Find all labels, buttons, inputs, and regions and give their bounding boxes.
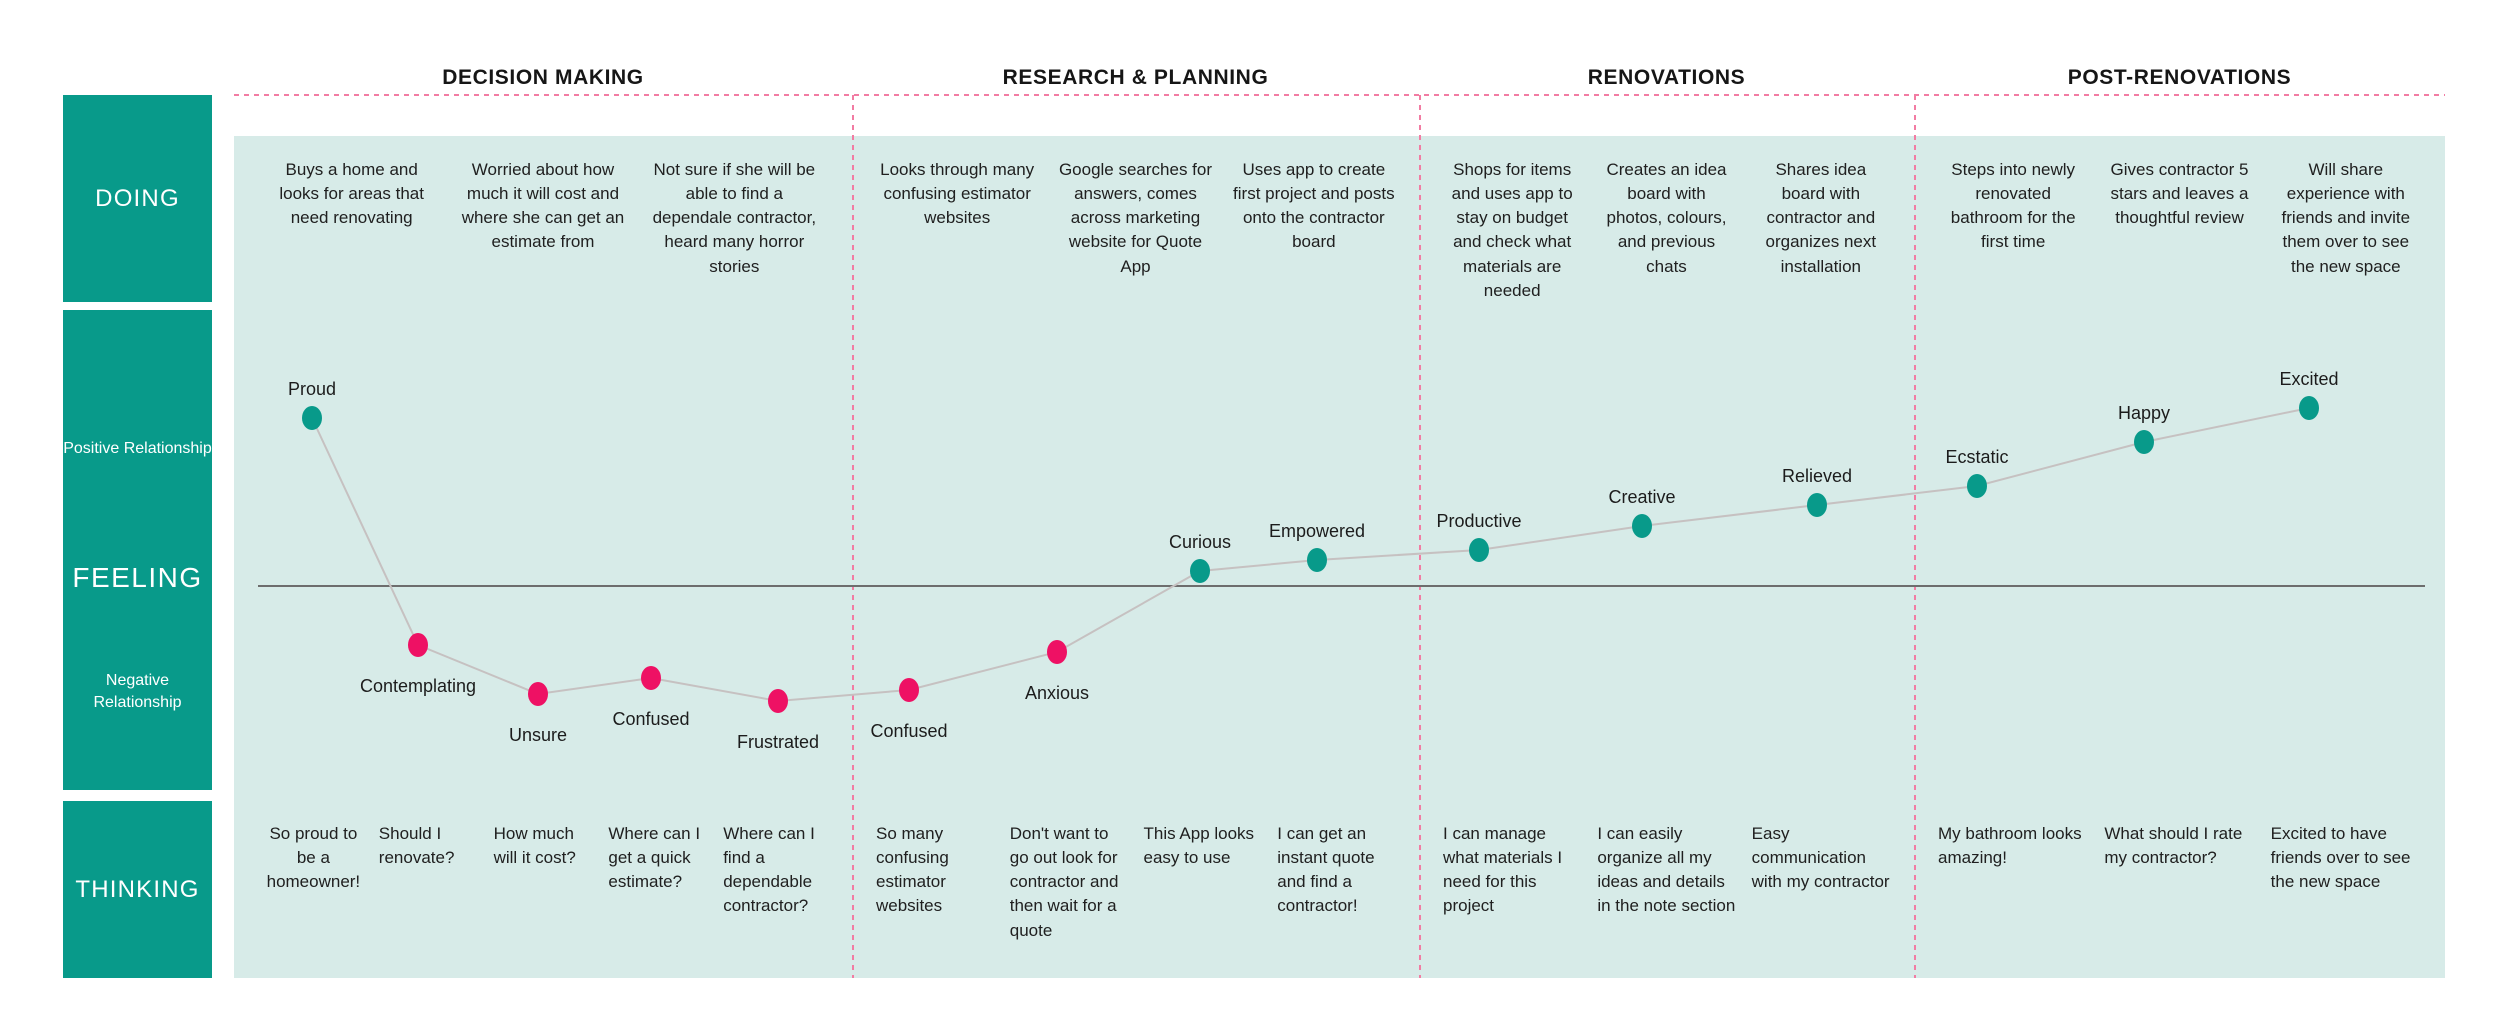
phase-header-divider-line	[234, 94, 2445, 96]
phase-divider-2	[1419, 95, 1421, 978]
emotion-point	[899, 678, 919, 702]
doing-cell: Uses app to create first project and pos…	[1233, 160, 1395, 252]
chart-background	[234, 136, 2445, 978]
row-label-thinking: THINKING	[63, 801, 212, 978]
thinking-cells-renovations: I can manage what materials I need for t…	[1443, 822, 1890, 919]
thinking-cell: I can easily organize all my ideas and d…	[1597, 824, 1736, 916]
emotion-label: Proud	[288, 379, 336, 399]
emotion-label: Happy	[2118, 403, 2170, 423]
doing-label: DOING	[95, 184, 180, 212]
emotion-point	[2299, 396, 2319, 420]
doing-cell: Steps into newly renovated bathroom for …	[1950, 160, 2076, 252]
doing-cell: Shares idea board with contractor and or…	[1765, 160, 1877, 276]
doing-cells-renovations: Shops for items and uses app to stay on …	[1443, 158, 1890, 303]
emotion-point	[768, 689, 788, 713]
thinking-cells-decision-making: So proud to be a homeowner! Should I ren…	[264, 822, 822, 919]
feeling-curve-chart: Proud Contemplating Unsure Confused Frustrat…	[258, 369, 2425, 752]
emotion-point	[302, 406, 322, 430]
emotion-label: Ecstatic	[1945, 447, 2008, 467]
thinking-cell: How much will it cost?	[493, 824, 576, 868]
emotion-point	[1047, 640, 1067, 664]
phase-header-post-renovations: POST-RENOVATIONS	[2067, 66, 2292, 89]
emotion-label: Excited	[2279, 369, 2338, 389]
phase-divider-3	[1914, 95, 1916, 978]
thinking-cells-post-renovations: My bathroom looks amazing! What should I…	[1938, 822, 2421, 894]
doing-cells-post-renovations: Steps into newly renovated bathroom for …	[1938, 158, 2421, 279]
emotion-label: Productive	[1436, 511, 1521, 531]
phase-header-renovations: RENOVATIONS	[1587, 66, 1746, 89]
thinking-cell: Easy communication with my contractor	[1751, 824, 1890, 892]
thinking-cell: So proud to be a homeowner!	[266, 824, 361, 892]
doing-cell: Looks through many confusing estimator w…	[880, 160, 1035, 228]
phase-divider-1	[852, 95, 854, 978]
doing-cells-decision-making: Buys a home and looks for areas that nee…	[264, 158, 822, 279]
thinking-cell: Where can I find a dependable contractor…	[723, 824, 815, 916]
emotion-label: Confused	[612, 709, 689, 729]
thinking-cell: Should I renovate?	[378, 824, 455, 868]
emotion-point	[1307, 548, 1327, 572]
emotion-point	[1967, 474, 1987, 498]
doing-cells-research-planning: Looks through many confusing estimator w…	[876, 158, 1395, 279]
doing-cell: Google searches for answers, comes acros…	[1058, 160, 1213, 276]
emotion-label: Anxious	[1025, 683, 1089, 703]
thinking-cell: This App looks easy to use	[1143, 824, 1255, 868]
thinking-cell: Don't want to go out look for contractor…	[1009, 824, 1119, 940]
doing-cell: Worried about how much it will cost and …	[461, 160, 625, 252]
thinking-label: THINKING	[75, 875, 200, 903]
emotion-point	[1807, 493, 1827, 517]
thinking-cell: Excited to have friends over to see the …	[2270, 824, 2411, 892]
emotion-point	[2134, 430, 2154, 454]
thinking-cell: I can get an instant quote and find a co…	[1277, 824, 1375, 916]
emotion-label: Empowered	[1269, 521, 1365, 541]
emotion-point	[1632, 514, 1652, 538]
positive-relationship-label: Positive Relationship	[63, 440, 212, 457]
thinking-cell: My bathroom looks amazing!	[1938, 824, 2082, 868]
emotion-point	[408, 633, 428, 657]
thinking-cells-research-planning: So many confusing estimator websites Don…	[876, 822, 1395, 943]
emotion-point	[641, 666, 661, 690]
doing-cell: Shops for items and uses app to stay on …	[1451, 160, 1573, 300]
emotion-label: Contemplating	[360, 676, 476, 696]
emotion-label: Curious	[1169, 532, 1231, 552]
doing-cell: Creates an idea board with photos, colou…	[1606, 160, 1727, 276]
emotion-point	[528, 682, 548, 706]
feeling-label: FEELING	[72, 562, 203, 593]
negative-relationship-label: Negative Relationship	[93, 672, 182, 711]
phase-header-research-planning: RESEARCH & PLANNING	[1002, 66, 1269, 89]
doing-cell: Buys a home and looks for areas that nee…	[279, 160, 424, 228]
emotion-label: Confused	[870, 721, 947, 741]
row-label-doing: DOING	[63, 95, 212, 302]
thinking-cell: Where can I get a quick estimate?	[608, 824, 701, 892]
thinking-cell: So many confusing estimator websites	[876, 824, 949, 916]
phase-header-decision-making: DECISION MAKING	[442, 66, 644, 89]
emotion-label: Frustrated	[737, 732, 819, 752]
emotion-label: Relieved	[1782, 466, 1852, 486]
row-label-feeling: Positive Relationship FEELING Negative R…	[63, 310, 212, 790]
emotion-point	[1469, 538, 1489, 562]
emotion-label: Unsure	[509, 725, 567, 745]
doing-cell: Not sure if she will be able to find a d…	[652, 160, 817, 276]
thinking-cell: What should I rate my contractor?	[2104, 824, 2243, 868]
emotion-label: Creative	[1608, 487, 1675, 507]
emotion-point	[1190, 559, 1210, 583]
doing-cell: Gives contractor 5 stars and leaves a th…	[2110, 160, 2249, 228]
thinking-cell: I can manage what materials I need for t…	[1443, 824, 1563, 916]
doing-cell: Will share experience with friends and i…	[2281, 160, 2411, 276]
